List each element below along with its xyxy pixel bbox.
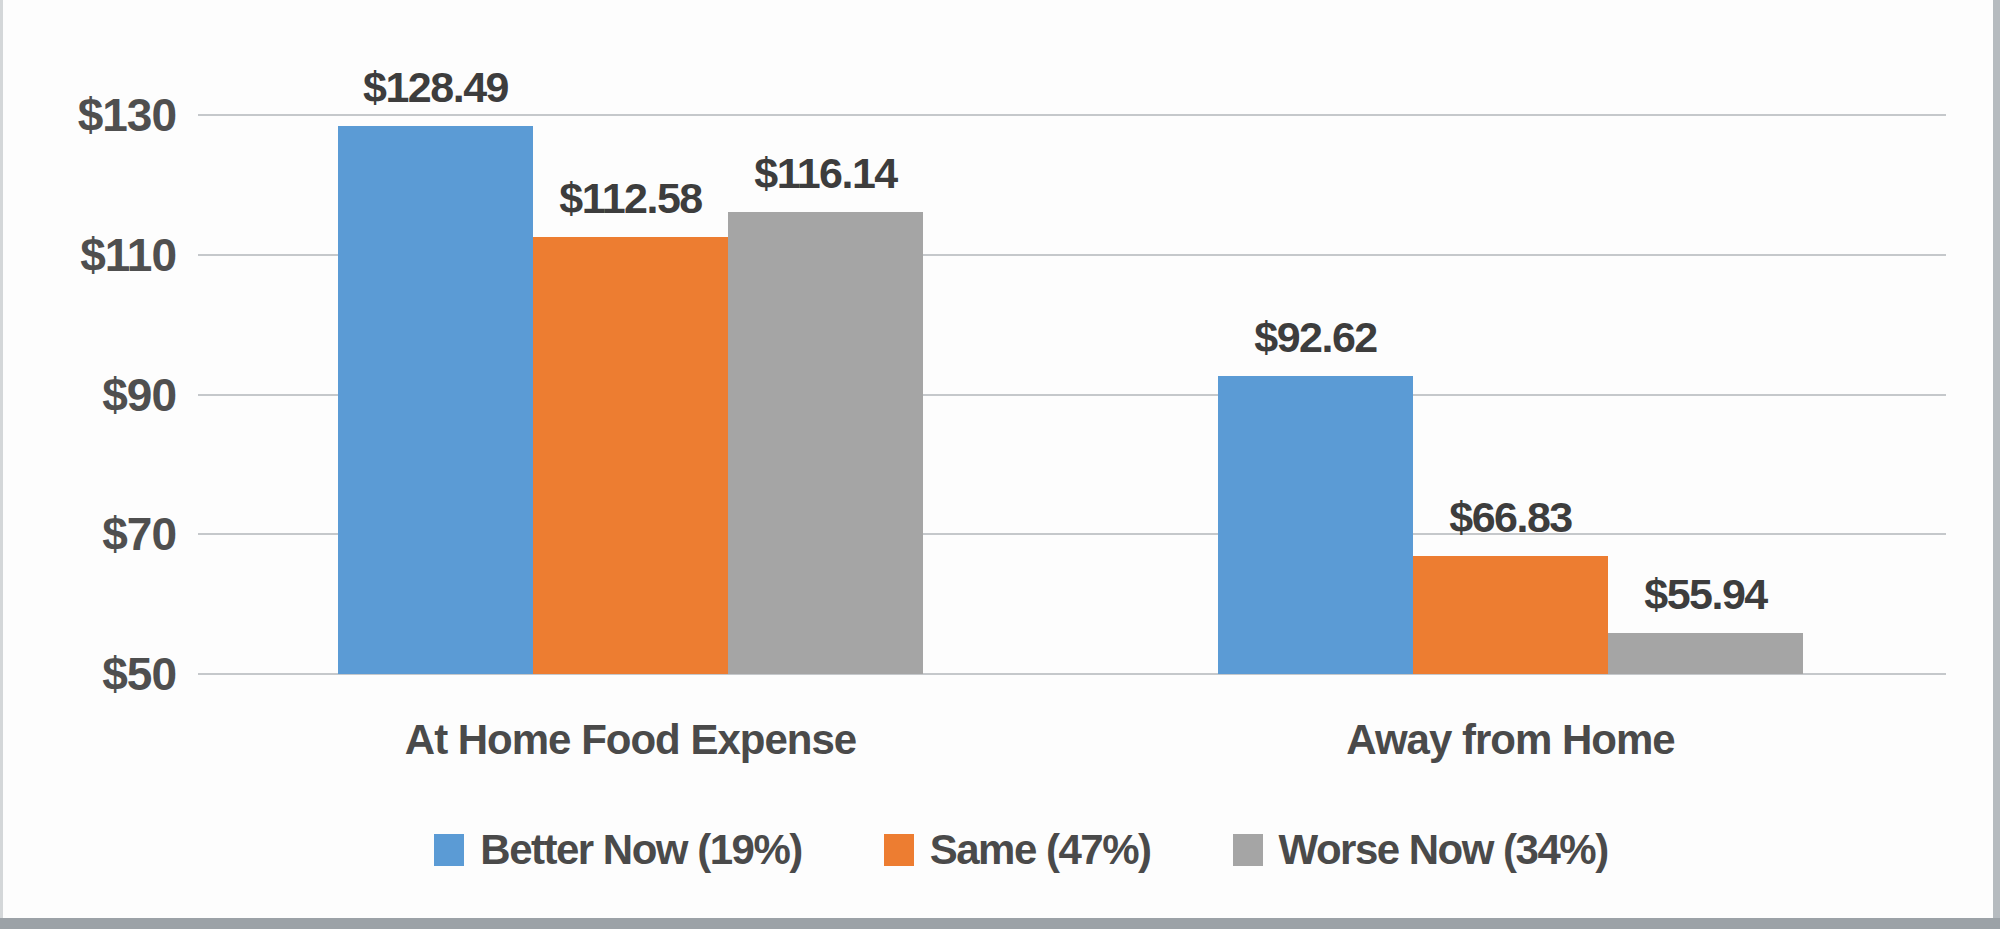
data-label-away-series-0: $92.62 (1254, 313, 1377, 362)
category-label-at-home: At Home Food Expense (405, 716, 856, 764)
chart-border-bottom (0, 918, 2000, 929)
bar-away-series-0 (1218, 376, 1413, 674)
legend-item-1: Same (47%) (884, 826, 1151, 874)
bar-chart: $130 $110 $90 $70 $50 $128.49 $112.58 $116.14 $… (0, 0, 2000, 929)
legend: Better Now (19%) Same (47%) Worse Now (34%… (0, 826, 2000, 874)
data-label-away-series-2: $55.94 (1644, 570, 1767, 619)
bar-away-series-1 (1413, 556, 1608, 674)
legend-swatch-icon (434, 834, 464, 866)
data-label-at-home-series-0: $128.49 (363, 63, 508, 112)
legend-swatch-icon (884, 834, 914, 866)
y-axis: $130$110$90$70$50 (0, 115, 176, 674)
legend-item-0: Better Now (19%) (434, 826, 801, 874)
legend-label-0: Better Now (19%) (480, 826, 801, 874)
gridline-130 (198, 114, 1946, 116)
y-tick-label-90: $90 (102, 368, 176, 422)
data-label-at-home-series-2: $116.14 (754, 149, 897, 198)
bar-at-home-series-2 (728, 212, 923, 674)
plot-area: $128.49$112.58$116.14$92.62$66.83$55.94 (198, 115, 1946, 674)
legend-label-1: Same (47%) (930, 826, 1151, 874)
data-label-away-series-1: $66.83 (1449, 493, 1572, 542)
legend-label-2: Worse Now (34%) (1279, 826, 1608, 874)
y-tick-label-130: $130 (78, 88, 176, 142)
data-label-at-home-series-1: $112.58 (559, 174, 702, 223)
bar-away-series-2 (1608, 633, 1803, 675)
legend-item-2: Worse Now (34%) (1233, 826, 1608, 874)
y-tick-label-70: $70 (102, 507, 176, 561)
category-label-away: Away from Home (1346, 716, 1674, 764)
legend-swatch-icon (1233, 834, 1263, 866)
bar-at-home-series-0 (338, 126, 533, 674)
bar-at-home-series-1 (533, 237, 728, 674)
y-tick-label-110: $110 (80, 228, 176, 282)
chart-border-right (1993, 0, 2000, 929)
y-tick-label-50: $50 (102, 647, 176, 701)
